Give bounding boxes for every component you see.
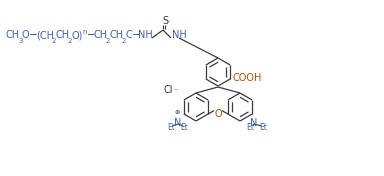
Text: −: −: [132, 30, 141, 40]
Text: N: N: [174, 118, 182, 128]
Text: 2: 2: [52, 38, 56, 44]
Text: COOH: COOH: [232, 73, 262, 83]
Text: n: n: [82, 29, 86, 35]
Text: 3: 3: [18, 38, 23, 44]
Text: −: −: [87, 30, 96, 40]
Text: CH: CH: [94, 30, 108, 40]
Text: ⁻: ⁻: [173, 86, 177, 95]
Text: O: O: [214, 109, 222, 119]
Text: Et: Et: [246, 123, 254, 132]
Text: S: S: [162, 16, 168, 26]
Text: O): O): [72, 30, 83, 40]
Text: −: −: [29, 30, 38, 40]
Text: Et: Et: [167, 123, 175, 132]
Text: CH: CH: [110, 30, 124, 40]
Text: 2: 2: [106, 38, 110, 44]
Text: NH: NH: [172, 30, 187, 40]
Text: Cl: Cl: [163, 85, 172, 95]
Text: 2: 2: [68, 38, 72, 44]
Text: O: O: [22, 30, 30, 40]
Text: CH: CH: [56, 30, 70, 40]
Text: Et: Et: [259, 123, 267, 132]
Text: N: N: [250, 118, 258, 128]
Text: Et: Et: [180, 123, 188, 132]
Text: NH: NH: [138, 30, 153, 40]
Text: 2: 2: [122, 38, 126, 44]
Text: CH: CH: [6, 30, 20, 40]
Text: ⊕: ⊕: [174, 110, 180, 115]
Text: C: C: [126, 30, 133, 40]
Text: (CH: (CH: [36, 30, 54, 40]
